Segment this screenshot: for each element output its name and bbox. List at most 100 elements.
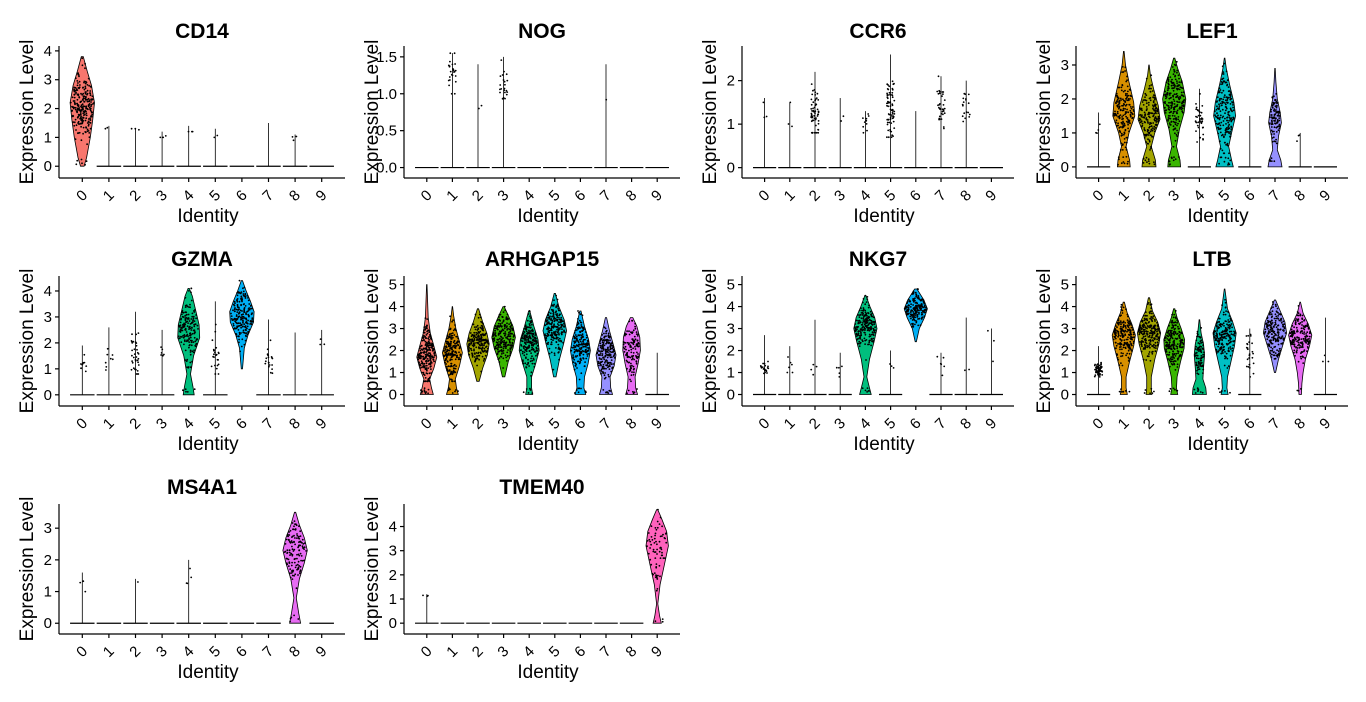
data-point [1226,79,1229,82]
x-tick-label: 9 [648,415,666,433]
data-point [862,131,865,134]
data-point [530,326,532,329]
data-point [507,355,509,357]
data-point [242,317,244,320]
data-point [578,334,580,337]
data-point [1220,134,1223,137]
data-point [623,351,626,353]
data-point [557,316,560,319]
data-point [962,101,965,103]
data-point [1171,87,1174,90]
data-point [234,327,237,330]
data-point [161,348,164,351]
data-point [527,361,530,364]
data-point [454,63,456,65]
data-point [265,357,268,360]
data-point [483,342,486,345]
x-tick-label: 0 [755,415,773,433]
data-point [1224,102,1226,104]
data-point [1120,308,1123,311]
data-point [597,348,599,350]
data-point [581,343,584,346]
data-point [474,328,477,331]
data-point [481,347,484,349]
data-point [574,334,577,336]
data-point [634,345,636,348]
data-point [459,346,461,349]
data-point [84,131,87,134]
data-point [1216,96,1219,99]
data-point [104,361,107,364]
data-point [1174,139,1177,142]
data-point [1163,106,1166,109]
data-point [1271,130,1274,133]
data-point [1278,115,1281,117]
data-point [243,323,246,326]
data-point [764,364,767,367]
data-point [1127,315,1129,318]
data-point [251,312,254,315]
data-point [1216,116,1218,118]
data-point [1154,109,1157,112]
data-point [965,111,968,113]
data-point [916,315,919,317]
data-point [1176,88,1179,90]
data-point [486,339,489,342]
data-point [861,322,864,324]
data-point [531,392,534,394]
data-point [445,337,448,340]
data-point [525,366,528,369]
data-point [186,305,189,308]
data-point [1126,96,1128,99]
data-point [603,377,606,380]
data-point [235,317,237,320]
data-point [1150,145,1152,148]
data-point [242,290,245,293]
data-point [476,341,478,344]
data-point [587,347,590,349]
data-point [1224,156,1227,159]
data-point [505,356,508,359]
data-point [1144,121,1146,124]
data-point [424,328,427,330]
data-point [236,294,239,297]
data-point [468,342,471,345]
data-point [266,348,269,351]
data-point [1172,73,1175,76]
data-point [912,314,915,317]
data-point [912,300,915,303]
data-point [574,365,577,367]
data-point [504,354,507,357]
data-point [561,328,563,330]
data-point [183,335,186,338]
panel-title: CD14 [175,20,229,43]
data-point [1114,325,1117,327]
data-point [552,368,555,371]
data-point [1219,127,1222,130]
data-point [426,372,429,375]
data-point [214,373,217,375]
data-point [1165,109,1167,112]
data-point [942,91,945,93]
data-point [86,89,89,92]
data-point [213,136,216,139]
data-point [766,372,768,374]
data-point [582,346,584,348]
data-point [131,349,134,352]
data-point [90,101,92,103]
data-point [188,290,190,292]
data-point [609,361,612,364]
data-point [85,127,88,129]
data-point [245,335,248,338]
data-point [496,319,499,321]
data-point [867,323,870,326]
data-point [581,342,583,344]
data-point [1143,116,1146,119]
data-point [942,93,944,95]
data-point [913,298,916,300]
data-point [236,335,238,338]
data-point [584,343,587,345]
data-point [582,326,585,329]
data-point [1122,114,1125,117]
data-point [423,363,425,365]
